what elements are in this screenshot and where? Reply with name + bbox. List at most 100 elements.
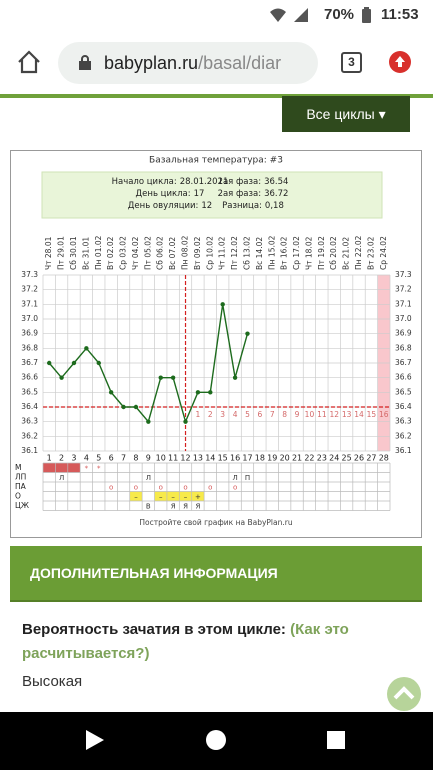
date-label: Вс 14.02 [255,237,264,270]
temperature-point [183,419,188,424]
row-label: ЦЖ [15,501,29,510]
question: Вероятность зачатия в этом цикле: (Как э… [22,618,412,666]
phase2-day: 2 [208,410,213,419]
phase2-day: 10 [305,410,315,419]
highlight-cell [166,491,180,501]
table-cell: Я [195,502,200,510]
y-tick-label: 36.2 [21,431,38,440]
table-cell: о [109,483,113,491]
table-cell: о [159,483,163,491]
date-label: Вс 07.02 [168,237,177,270]
date-label: Пн 08.02 [181,235,190,270]
y-tick-label-right: 36.9 [395,329,412,338]
date-label: Чт 11.02 [218,236,227,270]
y-tick-label-right: 37.1 [395,299,412,308]
temperature-point [208,390,213,395]
info-label: День овуляции: [128,201,199,211]
day-label: 13 [193,454,203,463]
menu-update[interactable] [388,50,412,74]
date-label: Ср 17.02 [292,236,301,270]
back-button[interactable] [86,730,104,750]
y-tick-label-right: 36.2 [395,431,412,440]
cycles-button[interactable]: Все циклы ▾ [282,96,410,132]
day-label: 14 [205,454,215,463]
date-label: Чт 28.01 [44,236,53,270]
table-cell: о [208,483,212,491]
phase2-day: 16 [379,410,389,419]
phase2-day: 11 [317,410,327,419]
temperature-point [146,419,151,424]
table-cell: о [134,483,138,491]
table-cell: – [171,493,175,501]
day-label: 26 [354,454,364,463]
table-cell: Л [59,474,64,482]
table-cell: Л [232,474,237,482]
url-host: babyplan.ru [104,53,199,73]
scroll-top-button[interactable] [386,676,422,712]
phase2-day: 4 [233,410,238,419]
y-tick-label-right: 36.1 [395,446,412,455]
temperature-point [170,375,176,380]
row-label: ЛП [15,472,26,481]
day-label: 2 [59,454,64,463]
highlight-cell [191,491,205,501]
date-label: Чт 04.02 [131,236,140,270]
info-line: 1ая фаза: 36.54 [218,177,289,187]
status-bar: 70% 11:53 [0,0,433,30]
table-cell: – [184,493,188,501]
date-label: Пт 29.01 [57,236,66,270]
day-label: 12 [180,454,190,463]
date-label: Пт 19.02 [317,236,326,270]
info-line: Начало цикла: 28.01.2021 [112,177,229,187]
date-label: Пн 15.02 [267,235,276,270]
date-label: Сб 30.01 [69,236,78,270]
temperature-point [84,346,89,351]
url-field[interactable]: babyplan.ru/basal/diar [58,42,318,84]
table-cell: В [146,502,151,510]
day-label: 19 [267,454,277,463]
y-tick-label-right: 37.0 [395,314,412,323]
date-label: Пт 12.02 [230,236,239,270]
table-cell: о [233,483,237,491]
temperature-point [133,404,139,410]
date-label: Вс 31.01 [81,237,90,270]
temperature-point [121,404,126,410]
cycles-button-label: Все циклы [306,106,375,122]
phase2-day: 13 [342,410,352,419]
date-label: Пн 01.02 [94,235,103,270]
day-label: 21 [292,454,302,463]
chart-title: Базальная температура: #3 [149,156,283,166]
section-title: ДОПОЛНИТЕЛЬНАЯ ИНФОРМАЦИЯ [30,565,278,581]
info-label: 2ая фаза: [218,189,262,199]
info-line: День цикла: 17 [136,189,205,199]
table-cell: * [97,464,101,472]
day-label: 8 [133,454,138,463]
date-label: Пт 05.02 [143,236,152,270]
temperature-point [220,302,225,307]
date-label: Вс 21.02 [342,237,351,270]
day-label: 20 [280,454,290,463]
date-label: Ср 03.02 [119,236,128,270]
question-link[interactable]: (Как это расчитывается?) [22,621,349,662]
day-label: 1 [47,454,52,463]
y-tick-label: 36.4 [21,402,38,411]
highlight-cell [179,491,192,501]
home-button[interactable] [16,50,42,74]
battery-icon [362,7,371,23]
url-path: /basal/diar [198,53,282,73]
table-cell: П [245,474,250,482]
info-line: 2ая фаза: 36.72 [218,189,289,199]
temperature-point [158,375,163,380]
day-label: 17 [242,454,252,463]
home-nav-button[interactable] [206,730,226,750]
date-label: Вт 09.02 [193,236,202,270]
day-label: 6 [109,454,114,463]
day-label: 22 [304,454,314,463]
recents-button[interactable] [327,731,345,749]
url: babyplan.ru/basal/diar [104,53,281,74]
tabs-button[interactable]: 3 [341,52,362,73]
phase2-day: 15 [367,410,377,419]
day-label: 23 [317,454,327,463]
browser-bar: babyplan.ru/basal/diar 3 [0,30,433,94]
info-value: 36.72 [264,189,288,199]
